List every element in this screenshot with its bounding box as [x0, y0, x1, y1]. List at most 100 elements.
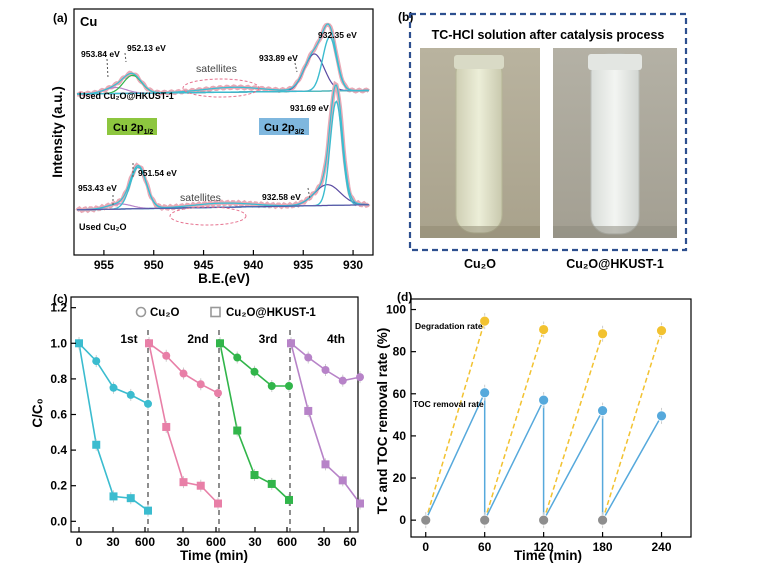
top-peak-marker-953 [106, 58, 109, 79]
top-satellites-ellipse [182, 78, 260, 98]
top-baseline [77, 90, 369, 95]
cu2o-point [321, 365, 330, 374]
cu2o-point [250, 367, 259, 376]
panel-d-ylabel: TC and TOC removal rate (%) [375, 328, 390, 515]
hkust-point [145, 339, 153, 348]
panel-c-ytick-label: 0.8 [50, 372, 67, 386]
hkust-point [216, 339, 224, 348]
panel-c-xtick-label: 0 [76, 535, 83, 549]
panel-c-xtick-label: 60 [343, 535, 357, 549]
bottom-peak-label-951: 951.54 eV [138, 168, 177, 178]
cu2p32-label-box [259, 118, 309, 135]
panel-c-ylabel: C/C₀ [30, 398, 45, 427]
panel-d-ytick-label: 100 [386, 303, 406, 317]
panel-c-xtick-label: 30 [176, 535, 190, 549]
cu2p12-label: Cu 2p1/2 [113, 122, 153, 136]
cu2o-cycle-1-line [78, 342, 149, 405]
panel-c-xtick-label: 600 [135, 535, 155, 549]
top-spectrum-label: Used Cu₂O@HKUST-1 [79, 91, 174, 101]
panel-c-label: (c) [53, 292, 68, 306]
top-peak-label-952: 952.13 eV [127, 43, 166, 53]
panel-a-xtick-label: 930 [343, 258, 363, 272]
panel-a-xps: (a) Cu 955 950 945 940 935 930 B.E.(eV) Inten… [50, 8, 374, 286]
degradation-point [597, 328, 608, 340]
cu2o-point [162, 351, 171, 360]
degradation-point [538, 324, 550, 335]
photo-cu2o-tube [455, 54, 503, 234]
panel-a-frame [73, 8, 374, 256]
panel-d-xtick-label: 120 [534, 540, 554, 554]
zero-point [479, 514, 491, 526]
photo-hkust-tube-top [588, 54, 642, 70]
panel-d-ytick-label: 40 [393, 429, 407, 443]
cu2o-cycle-3-line [219, 342, 289, 387]
top-peak-label-933: 933.89 eV [259, 53, 298, 63]
photo-hkust-shadow [553, 226, 677, 238]
hkust-point [109, 492, 118, 501]
panel-c-xtick-label: 30 [317, 535, 331, 549]
hkust-point [179, 478, 188, 487]
hkust-point [356, 499, 364, 508]
panel-c-ytick-label: 0.0 [50, 514, 67, 528]
panel-d-frame [410, 298, 692, 538]
hkust-point [285, 495, 293, 504]
hkust-point [92, 440, 101, 449]
legend-cu2o-text: Cu₂O [150, 307, 179, 319]
top-peak-marker-952 [124, 52, 127, 63]
photo-hkust-tube [590, 53, 640, 235]
degradation-segment [425, 320, 486, 521]
toc-point [656, 410, 667, 422]
panel-d-removal: (d) 0 20 40 60 80 100 0 60 120 180 240 Degradation… [375, 290, 692, 563]
caption-cu2o: Cu₂O [464, 257, 496, 271]
hkust-point [214, 499, 222, 508]
toc-rate-label: TOC removal rate [413, 399, 484, 409]
degradation-point [656, 325, 667, 336]
panel-a-xtick-label: 950 [144, 258, 164, 272]
cycle-label-1st: 1st [120, 332, 137, 346]
panel-c-xtick-label: 30 [248, 535, 262, 549]
panel-c-xlabel: Time (min) [180, 548, 248, 563]
panel-a-element-label: Cu [80, 14, 97, 29]
panel-a-xtick-label: 945 [194, 258, 214, 272]
panel-d-ytick-label: 80 [393, 345, 407, 359]
cu2o-point [267, 382, 276, 391]
bottom-spectrum-label: Used Cu₂O [79, 222, 127, 232]
panel-d-xtick-label: 60 [478, 540, 492, 554]
hkust-point [75, 339, 83, 348]
cu2o-point [233, 353, 242, 362]
hkust-point [144, 506, 152, 515]
hkust-cycle-1-line [78, 343, 149, 512]
panel-d-label: (d) [397, 290, 412, 304]
top-envelope-fit [77, 23, 369, 95]
cu2o-point [126, 390, 135, 399]
zero-point [420, 514, 432, 526]
hkust-point [287, 339, 295, 348]
panel-d-xtick-label: 0 [422, 540, 429, 554]
degradation-segment [483, 329, 545, 521]
bottom-satellites-ellipse [169, 206, 247, 226]
cu2o-point [109, 383, 118, 392]
hkust-point [338, 476, 347, 485]
cycle-label-2nd: 2nd [187, 332, 208, 346]
bottom-peak-label-953: 953.43 eV [78, 183, 117, 193]
hkust-point [321, 460, 330, 469]
cu2o-point [144, 399, 152, 408]
panel-d-ytick-label: 60 [393, 387, 407, 401]
cycle-label-3rd: 3rd [259, 332, 278, 346]
photo-cu2o-shadow [420, 226, 540, 238]
top-satellites-label: satellites [196, 63, 237, 75]
cu2o-point [285, 382, 293, 391]
panel-a-xtick-label: 955 [94, 258, 114, 272]
panel-d-xtick-label: 240 [652, 540, 672, 554]
toc-point [538, 394, 550, 406]
panel-a-xtick-label: 940 [243, 258, 263, 272]
panel-c-ytick-label: 0.2 [50, 479, 67, 493]
hkust-point [304, 406, 313, 415]
panel-c-xtick-label: 600 [206, 535, 226, 549]
toc-line [425, 392, 663, 524]
hkust-point [126, 494, 135, 503]
panel-d-ytick-label: 20 [393, 471, 407, 485]
toc-point [479, 387, 491, 399]
top-peak-label-932: 932.35 eV [318, 30, 357, 40]
